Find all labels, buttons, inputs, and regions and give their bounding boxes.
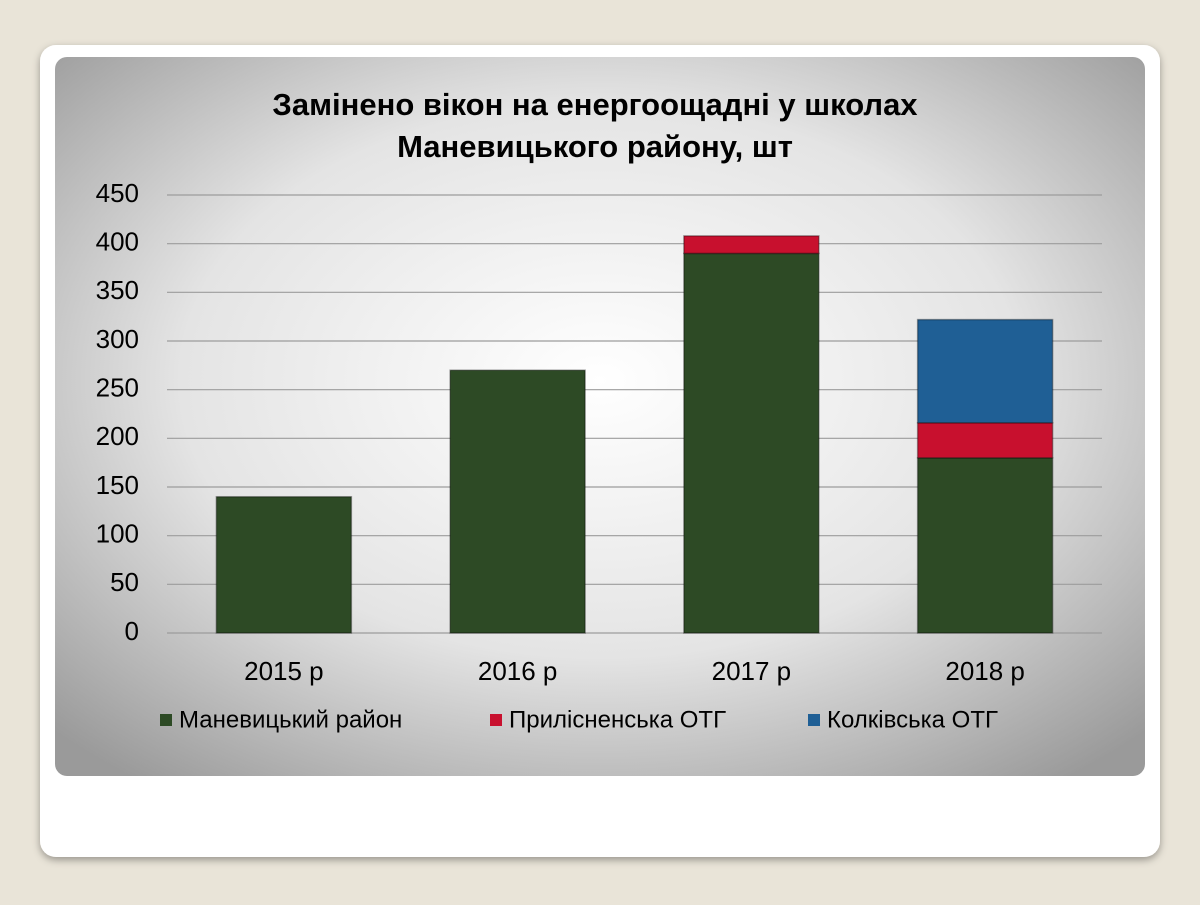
y-tick-label: 250 bbox=[96, 373, 139, 403]
y-tick-label: 400 bbox=[96, 227, 139, 257]
y-tick-label: 350 bbox=[96, 275, 139, 305]
legend-label: Маневицький район bbox=[179, 706, 402, 733]
chart-title: Маневицького району, шт bbox=[397, 129, 793, 164]
y-tick-label: 150 bbox=[96, 470, 139, 500]
bar-segment bbox=[683, 235, 820, 255]
legend-label: Колківська ОТГ bbox=[827, 706, 998, 733]
y-tick-label: 450 bbox=[96, 178, 139, 208]
y-tick-label: 300 bbox=[96, 324, 139, 354]
bar-segment bbox=[683, 252, 820, 634]
y-tick-label: 50 bbox=[110, 567, 139, 597]
y-tick-label: 100 bbox=[96, 519, 139, 549]
y-tick-label: 0 bbox=[125, 616, 139, 646]
bar-segment bbox=[916, 422, 1054, 459]
bar-segment bbox=[215, 495, 353, 634]
chart-title: Замінено вікон на енергоощадні у школах bbox=[272, 87, 918, 122]
legend-swatch bbox=[160, 714, 172, 726]
x-tick-label: 2016 р bbox=[478, 656, 558, 686]
x-tick-label: 2018 р bbox=[945, 656, 1025, 686]
x-tick-label: 2015 р bbox=[244, 656, 324, 686]
bar-segment bbox=[916, 318, 1054, 424]
bar-segment bbox=[449, 369, 586, 634]
x-tick-label: 2017 р bbox=[712, 656, 792, 686]
legend-swatch bbox=[490, 714, 502, 726]
bar-segment bbox=[916, 457, 1054, 634]
legend-swatch bbox=[808, 714, 820, 726]
y-tick-label: 200 bbox=[96, 421, 139, 451]
legend-label: Прилісненська ОТГ bbox=[509, 706, 726, 733]
